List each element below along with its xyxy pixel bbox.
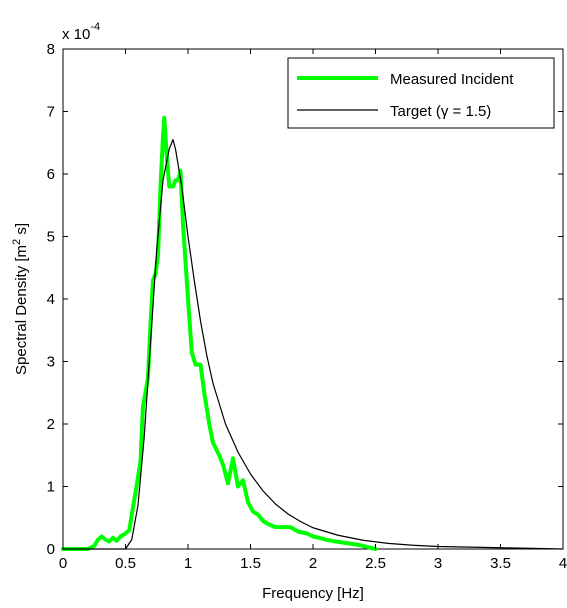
x-tick-label: 3: [434, 555, 442, 572]
y-label-tail: s]: [13, 223, 30, 239]
y-tick-label: 7: [47, 104, 55, 121]
y-tick-label: 1: [47, 479, 55, 496]
series-line-target: [62, 139, 564, 550]
legend-label-measured: Measured Incident: [390, 71, 514, 88]
x-tick-label: 1: [184, 555, 192, 572]
plot-area: 0 0.5 1 1.5 2 2.5 3 3.5 4 0 1 2 3 4 5 6 7 8: [47, 41, 567, 572]
y-tick-label: 3: [47, 354, 55, 371]
x-tick-label: 1.5: [240, 555, 261, 572]
x-tick-label: 3.5: [490, 555, 511, 572]
y-multiplier-exponent: -4: [90, 21, 100, 33]
series-layer: [61, 115, 564, 551]
y-axis-label: Spectral Density [m2 s]: [11, 223, 30, 375]
x-tick-label: 0: [59, 555, 67, 572]
x-tick-label: 2: [309, 555, 317, 572]
y-tick-label: 5: [47, 229, 55, 246]
x-tick-label: 0.5: [115, 555, 136, 572]
x-tick-label: 2.5: [365, 555, 386, 572]
x-axis-label: Frequency [Hz]: [262, 585, 364, 602]
x-tick-label: 4: [559, 555, 567, 572]
y-tick-label: 6: [47, 166, 55, 183]
tick-layer: 0 0.5 1 1.5 2 2.5 3 3.5 4 0 1 2 3 4 5 6 7 8: [47, 41, 567, 572]
y-multiplier-base: x 10: [62, 26, 90, 43]
plot-frame: [62, 48, 564, 550]
y-tick-label: 0: [47, 541, 55, 558]
y-tick-label: 4: [47, 291, 55, 308]
series-line-measured-incident: [61, 115, 378, 551]
y-label-main: Spectral Density [m: [13, 245, 30, 375]
legend-label-target: Target (γ = 1.5): [390, 103, 491, 120]
y-tick-label: 2: [47, 416, 55, 433]
legend-box: [287, 57, 555, 129]
y-tick-label: 8: [47, 41, 55, 58]
y-axis-multiplier: x 10-4: [62, 21, 100, 43]
legend: Measured Incident Target (γ = 1.5): [287, 57, 555, 129]
y-label-superscript: 2: [11, 239, 23, 245]
